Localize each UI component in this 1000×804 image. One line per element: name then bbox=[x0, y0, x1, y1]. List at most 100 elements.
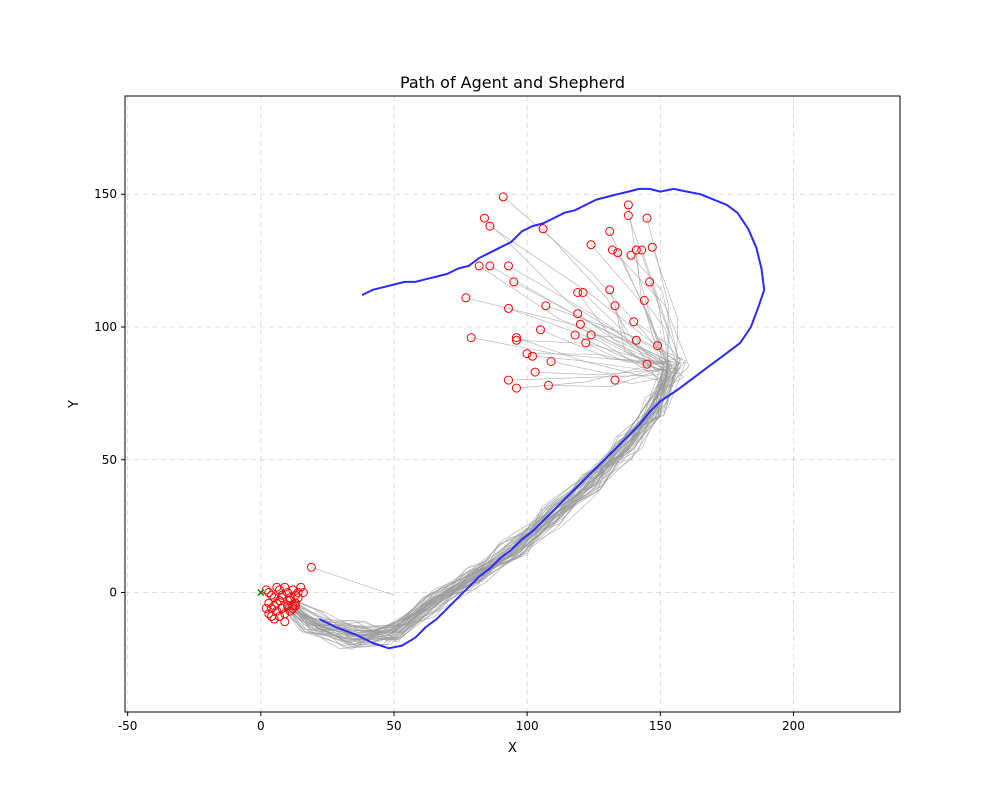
agent-marker bbox=[631, 245, 641, 255]
agent-marker bbox=[586, 330, 596, 340]
chart-title: Path of Agent and Shepherd bbox=[400, 73, 625, 92]
agent-marker bbox=[613, 248, 623, 258]
agent-marker bbox=[306, 562, 316, 572]
agent-marker bbox=[637, 245, 647, 255]
agent-marker bbox=[272, 598, 282, 608]
y-tick-label: 100 bbox=[94, 320, 117, 334]
x-tick-label: 200 bbox=[782, 719, 805, 733]
x-tick-label: 100 bbox=[516, 719, 539, 733]
agent-marker bbox=[642, 359, 652, 369]
agent-marker bbox=[267, 590, 276, 600]
agent-marker bbox=[261, 603, 271, 613]
agent-marker bbox=[575, 319, 585, 329]
agent-marker bbox=[573, 288, 583, 297]
agent-marker bbox=[466, 333, 476, 343]
agent-marker bbox=[267, 611, 276, 621]
agent-marker bbox=[498, 192, 508, 202]
agent-marker bbox=[504, 261, 513, 271]
agent-marker bbox=[629, 317, 639, 327]
agent-marker bbox=[541, 301, 551, 311]
agent-marker bbox=[504, 303, 513, 313]
agent-marker bbox=[623, 211, 633, 220]
agent-marker bbox=[285, 596, 295, 605]
agent-marker bbox=[610, 375, 620, 385]
agent-marker bbox=[605, 285, 615, 295]
x-tick-label: 0 bbox=[257, 719, 265, 733]
y-axis-label: Y bbox=[67, 400, 82, 409]
agent-marker bbox=[269, 601, 279, 611]
agent-marker bbox=[293, 588, 303, 597]
agent-marker bbox=[296, 582, 306, 592]
agent-marker bbox=[631, 335, 641, 345]
x-tick-label: 150 bbox=[649, 719, 672, 733]
agent-marker bbox=[264, 609, 274, 619]
y-tick-label: 0 bbox=[109, 586, 117, 600]
agent-marker bbox=[573, 309, 583, 319]
agent-marker bbox=[275, 585, 284, 595]
ticks: -50 0 50 100 150 200 0 50 100 150 bbox=[94, 187, 805, 733]
agent-marker bbox=[522, 349, 532, 359]
agent-marker bbox=[610, 301, 620, 311]
agent-path bbox=[288, 363, 668, 640]
shepherd-path bbox=[318, 187, 766, 650]
x-axis-label: X bbox=[508, 741, 517, 756]
agent-marker bbox=[474, 261, 484, 271]
agent-marker bbox=[277, 603, 287, 613]
agent-marker bbox=[290, 601, 300, 611]
agent-path bbox=[285, 218, 669, 634]
agent-marker bbox=[261, 585, 271, 595]
agent-marker bbox=[288, 601, 298, 611]
agent-marker bbox=[546, 357, 556, 366]
agent-marker bbox=[645, 277, 655, 287]
agent-marker bbox=[485, 221, 495, 231]
agent-marker bbox=[623, 200, 633, 210]
agent-markers bbox=[261, 192, 663, 627]
agent-marker bbox=[277, 593, 287, 603]
y-tick-label: 50 bbox=[102, 453, 117, 467]
agent-marker bbox=[530, 367, 540, 377]
agent-marker bbox=[480, 213, 489, 223]
agent-marker bbox=[528, 351, 537, 361]
agent-path bbox=[291, 361, 687, 640]
agent-marker bbox=[605, 226, 615, 236]
agent-marker bbox=[512, 335, 521, 345]
agent-marker bbox=[544, 380, 553, 390]
start-marker bbox=[257, 588, 265, 597]
agent-marker bbox=[293, 593, 303, 603]
plot-area bbox=[125, 96, 900, 712]
agent-marker bbox=[607, 245, 617, 255]
agent-marker bbox=[285, 606, 295, 616]
agent-marker bbox=[509, 277, 519, 287]
agent-marker bbox=[288, 603, 298, 613]
agent-path bbox=[283, 281, 670, 647]
agent-marker bbox=[290, 598, 300, 608]
agent-marker bbox=[264, 588, 274, 597]
agent-marker bbox=[653, 341, 663, 351]
x-tick-label: -50 bbox=[118, 719, 138, 733]
agent-marker bbox=[581, 338, 591, 348]
agent-marker bbox=[288, 585, 298, 595]
agent-marker bbox=[512, 383, 521, 393]
agent-marker bbox=[647, 242, 657, 252]
agent-marker bbox=[280, 582, 290, 592]
x-tick-label: 50 bbox=[386, 719, 401, 733]
axes-frame bbox=[124, 95, 901, 713]
agent-marker bbox=[504, 375, 513, 385]
agent-marker bbox=[277, 590, 287, 600]
agent-marker bbox=[639, 295, 649, 305]
agent-path bbox=[311, 566, 395, 596]
agent-marker bbox=[283, 596, 292, 605]
agent-marker bbox=[280, 617, 290, 627]
agent-marker bbox=[538, 224, 548, 234]
agent-marker bbox=[461, 293, 471, 303]
agent-marker bbox=[298, 588, 308, 597]
agent-marker bbox=[269, 614, 279, 624]
agent-marker bbox=[536, 325, 545, 335]
agent-marker bbox=[642, 213, 652, 223]
agent-marker bbox=[578, 288, 588, 297]
agent-marker bbox=[570, 330, 580, 340]
agent-marker bbox=[586, 240, 596, 250]
start-marker-stroke bbox=[257, 588, 265, 597]
